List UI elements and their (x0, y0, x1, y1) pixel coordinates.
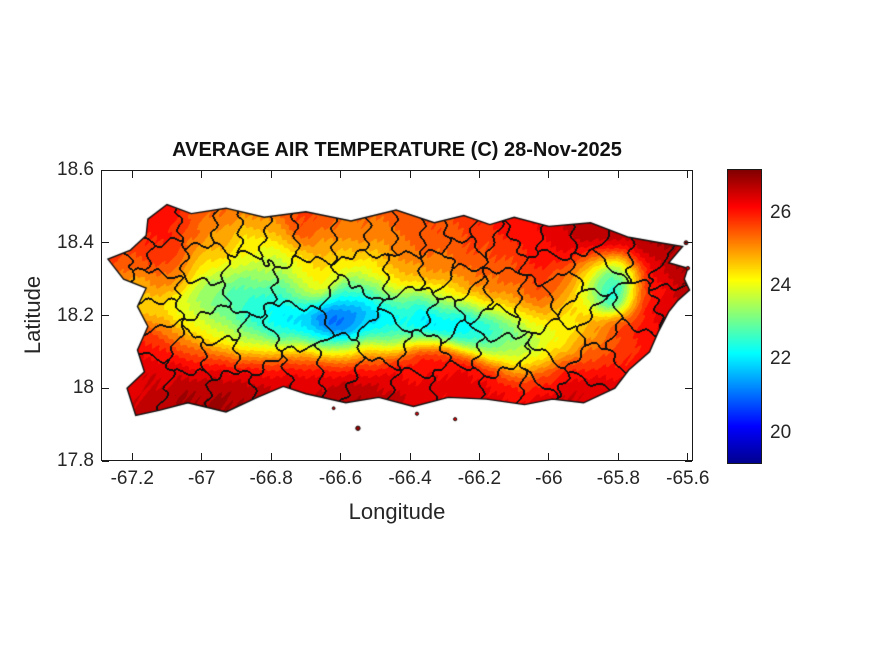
x-tick-label: -66.6 (318, 468, 363, 489)
y-tick-label: 18.2 (57, 304, 94, 326)
y-tick-mark-right (685, 169, 692, 171)
x-tick-label: -67 (187, 468, 216, 489)
x-tick-mark-top (270, 171, 272, 178)
x-tick-mark (201, 453, 203, 460)
colorbar-tick-label: 22 (770, 348, 792, 370)
x-tick-mark-top (201, 171, 203, 178)
colorbar-tick-label: 26 (770, 201, 792, 223)
y-tick-mark-right (685, 315, 692, 316)
x-tick-mark (270, 453, 272, 460)
y-tick-mark (102, 460, 109, 462)
y-tick-mark-right (685, 460, 692, 462)
y-tick-label: 18 (72, 377, 94, 399)
x-tick-label: -66.4 (388, 468, 432, 489)
x-tick-mark (340, 453, 342, 460)
y-tick-mark (102, 387, 109, 389)
x-tick-label: -65.6 (666, 468, 710, 489)
y-tick-mark (102, 315, 109, 316)
axes-frame (101, 170, 693, 461)
x-tick-mark-top (131, 171, 133, 178)
y-tick-label: 17.8 (57, 450, 94, 471)
y-tick-mark-right (685, 242, 692, 244)
x-tick-label: -66.8 (249, 468, 293, 489)
x-tick-mark-top (478, 171, 480, 178)
x-tick-mark-top (617, 171, 619, 178)
y-tick-label: 18.6 (57, 159, 94, 180)
x-tick-mark (617, 453, 619, 460)
y-axis-label: Latitude (20, 275, 45, 355)
x-axis-label: Longitude (348, 499, 446, 524)
x-tick-mark (409, 453, 411, 460)
x-tick-mark (687, 453, 689, 460)
temperature-map-canvas (101, 170, 693, 461)
x-tick-label: -67.2 (110, 468, 154, 489)
x-tick-mark-top (548, 171, 550, 178)
x-tick-mark (478, 453, 480, 460)
x-tick-mark-top (687, 171, 689, 178)
x-tick-mark (131, 453, 133, 460)
y-tick-mark (102, 242, 109, 244)
x-tick-mark (548, 453, 550, 460)
y-tick-mark (102, 169, 109, 171)
chart-title: AVERAGE AIR TEMPERATURE (C) 28-Nov-2025 (172, 139, 622, 161)
x-tick-mark-top (340, 171, 342, 178)
x-tick-label: -65.8 (596, 468, 640, 489)
x-tick-label: -66 (535, 468, 563, 489)
colorbar-tick-label: 20 (770, 421, 792, 443)
y-tick-mark-right (685, 387, 692, 389)
colorbar (727, 169, 762, 464)
y-tick-label: 18.4 (57, 231, 94, 253)
colorbar-tick-label: 24 (770, 275, 792, 297)
x-tick-mark-top (409, 171, 411, 178)
x-tick-label: -66.2 (457, 468, 502, 489)
